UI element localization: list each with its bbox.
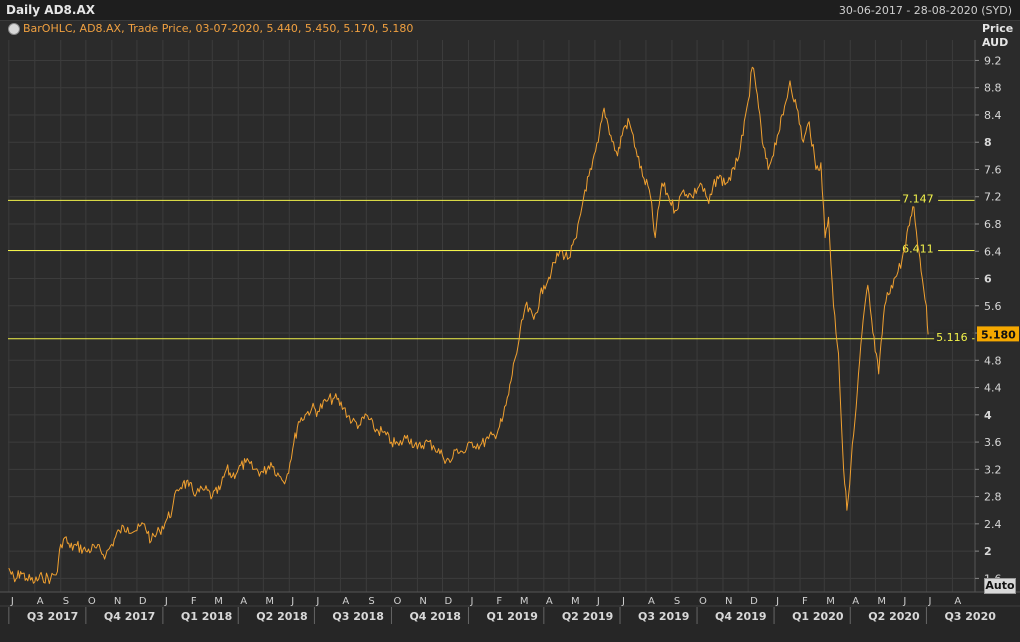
support-line-label-bg: [934, 329, 973, 343]
month-label: D: [445, 596, 453, 607]
chart-title: Daily AD8.AX: [6, 3, 95, 17]
month-label: A: [546, 596, 553, 607]
month-label: M: [214, 596, 223, 607]
month-label: M: [826, 596, 835, 607]
month-label: M: [571, 596, 580, 607]
y-tick-label: 4.8: [984, 354, 1002, 367]
quarter-label: Q1 2018: [181, 610, 232, 623]
month-label: J: [775, 596, 779, 607]
quarter-label: Q1 2020: [792, 610, 844, 623]
y-tick-label: 8.4: [984, 109, 1002, 122]
y-tick-label: 7.6: [984, 163, 1002, 176]
month-label: J: [927, 596, 931, 607]
quarter-label: Q2 2019: [562, 610, 613, 623]
month-label: A: [240, 596, 247, 607]
y-axis-title: Price AUD: [982, 22, 1013, 50]
month-label: J: [902, 596, 906, 607]
quarter-label: Q3 2017: [27, 610, 78, 623]
month-label: F: [191, 596, 197, 607]
support-line-label: 7.147: [902, 192, 934, 205]
y-tick-label: 2: [984, 545, 992, 558]
price-line: [8, 66, 929, 585]
quarter-label: Q4 2018: [409, 610, 460, 623]
month-label: O: [393, 596, 401, 607]
y-tick-label: 3.6: [984, 436, 1002, 449]
date-range[interactable]: 30-06-2017 - 28-08-2020 (SYD): [838, 4, 1012, 17]
month-label: D: [139, 596, 147, 607]
month-label: J: [10, 596, 14, 607]
y-axis-title-currency: AUD: [982, 36, 1009, 49]
y-tick-label: 6: [984, 273, 992, 286]
y-tick-label: 4.4: [984, 382, 1002, 395]
support-line-label-bg: [900, 191, 939, 205]
support-line-label: 6.411: [902, 243, 934, 256]
month-label: N: [725, 596, 732, 607]
quarter-label: Q4 2017: [104, 610, 155, 623]
month-label: J: [290, 596, 294, 607]
quarter-label: Q4 2019: [715, 610, 766, 623]
month-label: M: [877, 596, 886, 607]
y-tick-label: 3.2: [984, 463, 1002, 476]
month-label: N: [114, 596, 121, 607]
month-label: S: [368, 596, 374, 607]
month-label: O: [88, 596, 96, 607]
month-label: S: [63, 596, 69, 607]
support-line-label-bg: [900, 241, 939, 255]
last-price-badge: [977, 326, 1019, 342]
quarter-label: Q2 2020: [868, 610, 920, 623]
month-label: A: [37, 596, 44, 607]
grid-layer: [8, 40, 975, 592]
month-label: O: [699, 596, 707, 607]
month-label: A: [852, 596, 859, 607]
month-label: F: [802, 596, 808, 607]
series-layer: [8, 66, 929, 585]
month-label: F: [496, 596, 502, 607]
month-label: N: [419, 596, 426, 607]
y-tick-label: 6.4: [984, 245, 1002, 258]
y-tick-label: 8.8: [984, 82, 1002, 95]
quarter-label: Q2 2018: [256, 610, 307, 623]
title-bar: Daily AD8.AX 30-06-2017 - 28-08-2020 (SY…: [0, 0, 1020, 21]
month-label: A: [648, 596, 655, 607]
series-legend-text: BarOHLC, AD8.AX, Trade Price, 03-07-2020…: [23, 22, 414, 35]
last-price-label: 5.180: [981, 328, 1016, 341]
quarter-label: Q3 2018: [332, 610, 383, 623]
quarter-label: Q1 2019: [486, 610, 537, 623]
y-tick-label: 9.2: [984, 54, 1002, 67]
y-tick-label: 8: [984, 136, 992, 149]
y-tick-label: 4: [984, 409, 992, 422]
month-label: D: [750, 596, 758, 607]
y-tick-label: 2.4: [984, 518, 1002, 531]
month-label: A: [342, 596, 349, 607]
y-tick-label: 7.2: [984, 191, 1002, 204]
month-label: S: [674, 596, 680, 607]
y-tick-label: 6.8: [984, 218, 1002, 231]
auto-scale-button[interactable]: Auto: [984, 578, 1016, 594]
series-legend[interactable]: BarOHLC, AD8.AX, Trade Price, 03-07-2020…: [8, 22, 413, 35]
month-label: J: [469, 596, 473, 607]
x-axis: J A S O N D J F M A M J J A S O N D J F M A M J J A S O N D J F M A M J J A Q3…: [0, 591, 1020, 642]
y-tick-label: 5.6: [984, 300, 1002, 313]
month-label: J: [164, 596, 168, 607]
y-axis-title-price: Price: [982, 22, 1014, 35]
quarter-label: Q3 2019: [638, 610, 689, 623]
month-label: J: [621, 596, 625, 607]
series-icon[interactable]: [8, 22, 20, 35]
month-label: A: [954, 596, 961, 607]
month-label: J: [315, 596, 319, 607]
support-line-label: 5.116: [936, 331, 968, 344]
month-label: J: [596, 596, 600, 607]
support-lines-layer: 7.147 6.411 5.116: [8, 191, 975, 344]
month-label: M: [265, 596, 274, 607]
y-tick-label: 2.8: [984, 491, 1002, 504]
y-axis: 1.622.42.83.23.644.44.85.25.666.46.87.27…: [974, 40, 1019, 592]
month-label: M: [520, 596, 529, 607]
quarter-label: Q3 2020: [944, 610, 996, 623]
